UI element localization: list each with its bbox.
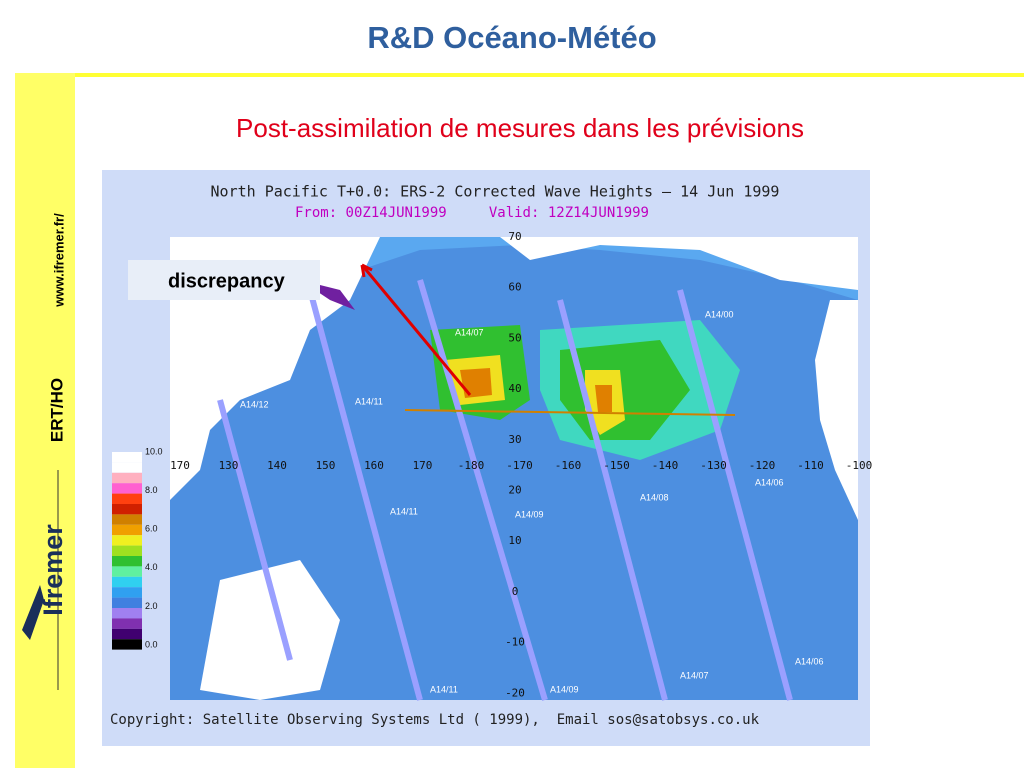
- legend-swatch: [112, 608, 142, 619]
- legend-label: 0.0: [145, 639, 158, 649]
- tracks: [217, 279, 793, 701]
- track-label: A14/13: [285, 584, 314, 594]
- longitude-label: -150: [603, 459, 630, 472]
- sidebar: [15, 73, 75, 768]
- arrow-head: [360, 263, 373, 278]
- legend-swatch: [112, 493, 142, 504]
- track-label: A14/07: [455, 327, 484, 337]
- map-subtitle: From: 00Z14JUN1999 Valid: 12Z14JUN1999: [295, 205, 649, 221]
- slide-subtitle: Post-assimilation de mesures dans les pr…: [236, 113, 804, 143]
- longitude-label: -120: [749, 459, 776, 472]
- latitude-label: 60: [508, 281, 521, 294]
- legend-label: 6.0: [145, 524, 158, 534]
- longitude-label: -180: [458, 459, 485, 472]
- longitude-label: 130: [219, 459, 239, 472]
- legend-label: 2.0: [145, 601, 158, 611]
- track-label: A14/09: [550, 684, 579, 694]
- legend-swatch: [112, 514, 142, 525]
- track-label: A14/00: [705, 309, 734, 319]
- latitude-label: -20: [505, 686, 525, 699]
- legend-swatch: [112, 483, 142, 494]
- longitude-labels: 170 130 140 150 160 170 -180 -170 -160 -150 -140 -1…: [170, 459, 872, 472]
- track-label: A14/11: [430, 684, 458, 694]
- legend-swatch: [112, 628, 142, 640]
- legend-swatch: [112, 618, 142, 629]
- legend-swatch: [112, 524, 142, 536]
- longitude-label: -160: [555, 459, 582, 472]
- latitude-label: 30: [508, 433, 521, 446]
- legend-swatch: [112, 639, 142, 650]
- annotation: discrepancy: [168, 270, 286, 292]
- track: [217, 399, 293, 661]
- track-label: A14/11: [355, 396, 383, 406]
- track: [557, 299, 668, 701]
- indonesia-land: [200, 560, 340, 700]
- longitude-label: -130: [700, 459, 727, 472]
- legend-swatch: [112, 504, 142, 515]
- legend-swatch: [112, 462, 142, 473]
- contour-line: [404, 409, 736, 416]
- latitude-label: 70: [508, 230, 521, 243]
- latitude-label: 20: [508, 484, 521, 497]
- longitude-label: -110: [797, 459, 824, 472]
- map-plot: 170 130 140 150 160 170 -180 -170 -160 -150 -140 -1…: [170, 230, 872, 701]
- latitude-label: 40: [508, 382, 521, 395]
- map-title: North Pacific T+0.0: ERS-2 Corrected Wav…: [211, 183, 780, 201]
- latitude-label: 10: [508, 534, 521, 547]
- latitude-label: 50: [508, 331, 521, 344]
- track: [677, 289, 793, 701]
- legend: 10.0 8.0 6.0 4.0 2.0 0.0: [112, 446, 163, 650]
- track-label: A14/08: [640, 492, 669, 502]
- longitude-label: -140: [652, 459, 679, 472]
- longitude-label: -100: [846, 459, 873, 472]
- longitude-label: 160: [364, 459, 384, 472]
- sidebar-url: www.ifremer.fr/: [51, 213, 66, 308]
- track-label: A14/11: [390, 506, 418, 516]
- orange-core-west: [460, 368, 492, 398]
- track: [417, 279, 548, 701]
- longitude-label: -170: [506, 459, 533, 472]
- track-labels: A14/07 A14/00 A14/11 A14/12 A14/09 A14/06 A14/…: [240, 309, 824, 694]
- legend-label: 10.0: [145, 446, 163, 456]
- sidebar-department: ERT/HO: [47, 378, 66, 442]
- legend-swatch: [112, 597, 142, 608]
- track-label: A14/06: [755, 477, 784, 487]
- legend-swatch: [112, 587, 142, 598]
- latitude-label: -10: [505, 636, 525, 649]
- slide-title: R&D Océano-Météo: [367, 20, 656, 55]
- logo-mark: [22, 585, 44, 640]
- legend-swatch: [112, 535, 142, 546]
- orange-core: [595, 385, 612, 412]
- longitude-label: 170: [413, 459, 433, 472]
- legend-swatch: [112, 545, 142, 556]
- copyright: Copyright: Satellite Observing Systems L…: [110, 712, 760, 728]
- legend-swatch: [112, 576, 142, 588]
- track-label: A14/12: [240, 399, 269, 409]
- legend-label: 4.0: [145, 562, 158, 572]
- legend-label: 8.0: [145, 485, 158, 495]
- latitude-label: 0: [512, 585, 519, 598]
- longitude-label: 170: [170, 459, 190, 472]
- legend-swatch: [112, 556, 142, 567]
- alaska-land: [500, 237, 858, 290]
- track: [307, 289, 423, 701]
- longitude-label: 140: [267, 459, 287, 472]
- latitude-labels: 70 60 50 40 30 20 10 0 -10 -20: [505, 230, 525, 699]
- track-label: A14/06: [795, 656, 824, 666]
- title-rule: [15, 73, 1024, 77]
- america-land: [815, 300, 858, 520]
- legend-swatch: [112, 452, 142, 463]
- legend-swatch: [112, 472, 142, 484]
- longitude-label: 150: [316, 459, 336, 472]
- track-label: A14/07: [680, 670, 709, 680]
- legend-swatch: [112, 566, 142, 577]
- annotation-arrow: [360, 264, 472, 396]
- track-label: A14/09: [515, 509, 544, 519]
- asia-land: [170, 237, 380, 500]
- annotation-box: [128, 260, 320, 300]
